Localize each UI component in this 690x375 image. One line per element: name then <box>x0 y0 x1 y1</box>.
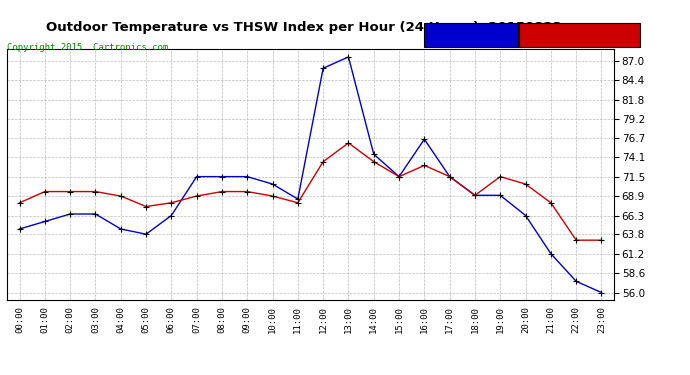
Text: Copyright 2015  Cartronics.com: Copyright 2015 Cartronics.com <box>7 43 168 52</box>
Text: Temperature  (°F): Temperature (°F) <box>521 31 621 40</box>
Text: Outdoor Temperature vs THSW Index per Hour (24 Hours)  20150823: Outdoor Temperature vs THSW Index per Ho… <box>46 21 562 34</box>
Text: THSW  (°F): THSW (°F) <box>426 31 485 40</box>
